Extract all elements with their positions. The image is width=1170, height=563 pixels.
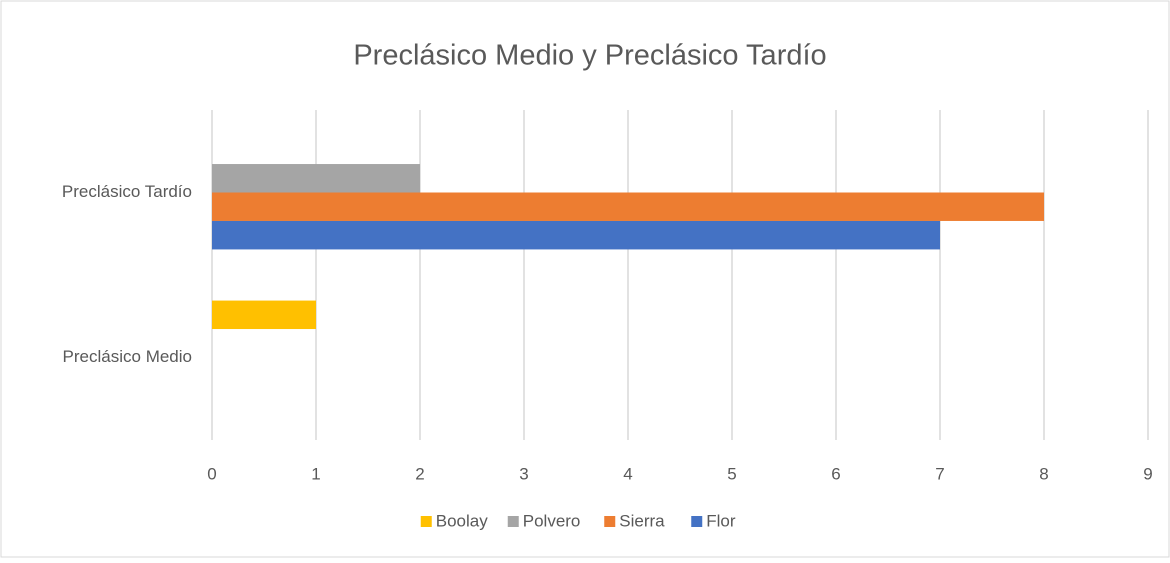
legend-swatch — [604, 516, 616, 527]
x-tick-label: 5 — [727, 464, 736, 483]
bar — [212, 220, 940, 250]
x-tick-label: 6 — [831, 464, 840, 483]
x-tick-label: 3 — [519, 464, 528, 483]
x-tick-label: 2 — [415, 464, 424, 483]
legend-swatch — [420, 516, 432, 527]
x-tick-label: 4 — [623, 464, 632, 483]
y-tick-label: Preclásico Tardío — [62, 182, 192, 201]
bar — [212, 164, 420, 193]
bar — [212, 300, 316, 330]
legend-swatch — [691, 516, 703, 527]
legend-label: Flor — [706, 511, 736, 530]
chart-title: Preclásico Medio y Preclásico Tardío — [353, 40, 826, 72]
x-tick-label: 7 — [935, 464, 944, 483]
legend-swatch — [507, 516, 519, 527]
y-tick-label: Preclásico Medio — [63, 347, 192, 366]
legend-label: Polvero — [523, 511, 581, 530]
x-tick-label: 1 — [311, 464, 320, 483]
x-tick-label: 8 — [1039, 464, 1048, 483]
legend-label: Boolay — [436, 511, 488, 530]
x-tick-label: 9 — [1143, 464, 1152, 483]
x-tick-label: 0 — [207, 464, 216, 483]
bar — [212, 192, 1044, 221]
legend-label: Sierra — [619, 511, 665, 530]
